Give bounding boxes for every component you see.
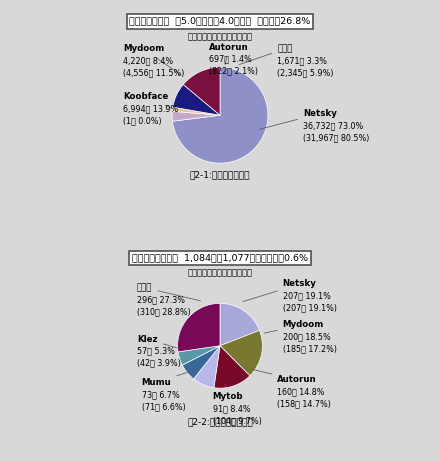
Text: 73件 6.7%: 73件 6.7%: [142, 390, 180, 399]
Text: その他: その他: [239, 44, 293, 65]
Text: 200件 18.5%: 200件 18.5%: [282, 332, 330, 341]
Text: 6,994個 13.9%: 6,994個 13.9%: [123, 104, 179, 113]
Text: Mydoom: Mydoom: [123, 44, 181, 75]
Text: 160件 14.8%: 160件 14.8%: [277, 387, 325, 396]
Text: ウイルス検出数  約5.0万個（約4.0万個）  前月比＋26.8%: ウイルス検出数 約5.0万個（約4.0万個） 前月比＋26.8%: [129, 17, 311, 26]
Wedge shape: [220, 331, 262, 376]
Text: (310件 28.8%): (310件 28.8%): [137, 307, 191, 316]
Text: (2,345個 5.9%): (2,345個 5.9%): [277, 68, 334, 77]
Text: (104件 9.7%): (104件 9.7%): [213, 416, 261, 425]
Text: 91件 8.4%: 91件 8.4%: [213, 404, 250, 413]
Wedge shape: [178, 346, 220, 365]
Text: (42件 3.9%): (42件 3.9%): [137, 359, 181, 368]
Text: Autorun: Autorun: [209, 42, 249, 65]
Text: Klez: Klez: [137, 335, 177, 348]
Text: Mumu: Mumu: [142, 372, 190, 387]
Wedge shape: [172, 67, 268, 163]
Text: 図2-1:ウイルス検出数: 図2-1:ウイルス検出数: [190, 171, 250, 180]
Text: Autorun: Autorun: [252, 369, 317, 384]
Wedge shape: [194, 346, 220, 388]
Text: 57件 5.3%: 57件 5.3%: [137, 347, 175, 356]
Text: 296件 27.3%: 296件 27.3%: [137, 295, 185, 304]
Text: (1個 0.0%): (1個 0.0%): [123, 116, 162, 125]
Text: ウイルス届出件数  1,084件（1,077件）前月比＋0.6%: ウイルス届出件数 1,084件（1,077件）前月比＋0.6%: [132, 254, 308, 263]
Text: （注：括弧内は前月の数値）: （注：括弧内は前月の数値）: [187, 268, 253, 278]
Text: Koobface: Koobface: [123, 92, 171, 108]
Text: 207件 19.1%: 207件 19.1%: [282, 291, 330, 301]
Text: Netsky: Netsky: [243, 279, 316, 301]
Wedge shape: [173, 84, 220, 115]
Text: 36,732個 73.0%: 36,732個 73.0%: [303, 121, 363, 130]
Text: (822個 2.1%): (822個 2.1%): [209, 66, 258, 76]
Text: 図2-2:ウイルス届出件数: 図2-2:ウイルス届出件数: [187, 417, 253, 426]
Text: (4,556個 11.5%): (4,556個 11.5%): [123, 68, 184, 77]
Wedge shape: [220, 303, 260, 346]
Text: 4,220個 8.4%: 4,220個 8.4%: [123, 56, 173, 65]
Wedge shape: [178, 303, 220, 352]
Text: (185件 17.2%): (185件 17.2%): [282, 344, 337, 353]
Wedge shape: [214, 346, 250, 388]
Wedge shape: [172, 107, 220, 115]
Text: その他: その他: [137, 283, 201, 301]
Text: (31,967個 80.5%): (31,967個 80.5%): [303, 133, 369, 142]
Wedge shape: [183, 67, 220, 115]
Text: (207件 19.1%): (207件 19.1%): [282, 303, 337, 313]
Text: (71件 6.6%): (71件 6.6%): [142, 402, 185, 411]
Text: (158件 14.7%): (158件 14.7%): [277, 399, 331, 408]
Wedge shape: [172, 111, 220, 121]
Text: （注：括弧内は前月の数値）: （注：括弧内は前月の数値）: [187, 32, 253, 41]
Text: 1,671個 3.3%: 1,671個 3.3%: [277, 56, 327, 65]
Text: 697個 1.4%: 697個 1.4%: [209, 54, 252, 64]
Text: Netsky: Netsky: [260, 109, 337, 129]
Text: Mytob: Mytob: [213, 384, 243, 401]
Wedge shape: [182, 346, 220, 379]
Text: Mydoom: Mydoom: [264, 320, 324, 333]
